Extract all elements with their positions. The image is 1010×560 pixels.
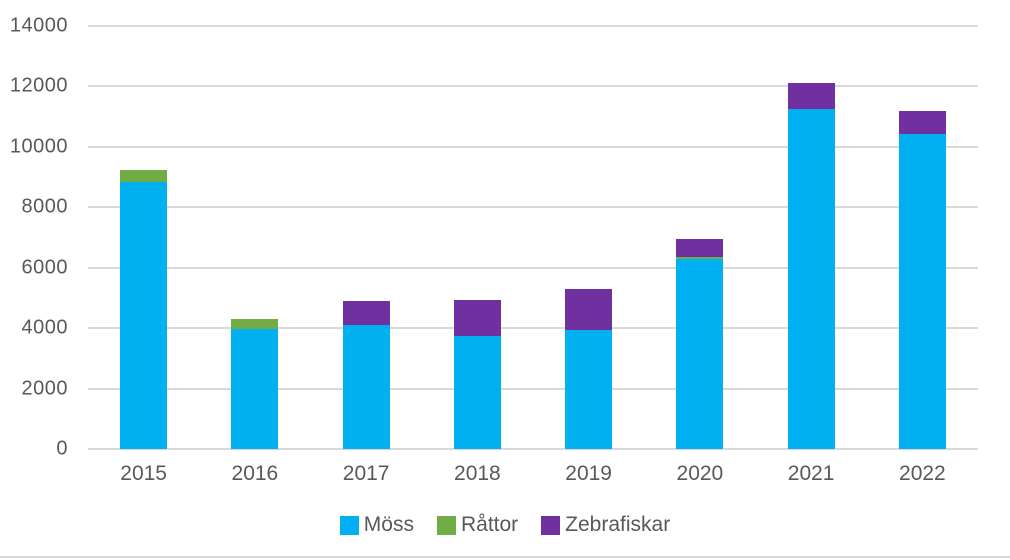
bar-segment-råttor-2016 — [231, 319, 279, 330]
gridline — [88, 387, 978, 390]
bar-segment-möss-2021 — [787, 109, 835, 449]
y-tick-label: 8000 — [21, 195, 68, 218]
rattor-series-swatch-icon — [436, 515, 456, 535]
gridline — [88, 206, 978, 209]
legend-item-zebrafiskar: Zebrafiskar — [541, 513, 670, 537]
legend-label-zebrafiskar: Zebrafiskar — [565, 513, 671, 536]
bar-segment-zebrafiskar-2018 — [453, 300, 501, 337]
bar-segment-möss-2018 — [453, 336, 501, 449]
x-axis-label-2017: 2017 — [342, 462, 390, 485]
bar-segment-råttor-2015 — [120, 169, 168, 182]
legend-item-rattor: Råttor — [436, 513, 519, 537]
bar-segment-zebrafiskar-2021 — [787, 83, 835, 110]
moss-series-swatch-icon — [339, 515, 359, 535]
x-axis-label-2019: 2019 — [565, 462, 612, 485]
y-tick-label: 10000 — [9, 135, 68, 158]
bar-segment-råttor-2020 — [676, 257, 724, 259]
gridline — [88, 266, 978, 269]
x-axis-label-2020: 2020 — [676, 462, 724, 485]
bar-segment-möss-2019 — [565, 329, 613, 449]
gridline — [88, 25, 978, 27]
x-axis-label-2015: 2015 — [120, 462, 167, 485]
x-axis-label-2018: 2018 — [454, 462, 501, 485]
x-axis-label-2016: 2016 — [231, 462, 279, 485]
x-axis-line — [88, 448, 978, 450]
screenshot-bottom-divider — [0, 556, 1010, 558]
gridline — [88, 145, 978, 148]
gridline — [88, 85, 978, 88]
bar-segment-möss-2017 — [342, 325, 390, 449]
x-axis-label-2021: 2021 — [787, 462, 835, 485]
legend-label-rattor: Råttor — [460, 513, 519, 536]
gridline — [88, 327, 978, 330]
legend-label-moss: Möss — [363, 513, 414, 536]
legend-item-moss: Möss — [339, 513, 414, 537]
bar-segment-zebrafiskar-2020 — [676, 239, 724, 258]
bar-segment-zebrafiskar-2017 — [342, 300, 390, 326]
y-tick-label: 12000 — [9, 74, 68, 97]
y-tick-label: 2000 — [21, 377, 68, 400]
bar-segment-zebrafiskar-2019 — [565, 288, 613, 330]
chart-legend: Möss Råttor Zebrafiskar — [0, 513, 1010, 537]
bar-segment-zebrafiskar-2022 — [898, 110, 946, 135]
y-tick-label: 4000 — [21, 316, 68, 339]
x-axis-label-2022: 2022 — [899, 462, 946, 485]
y-tick-label: 6000 — [21, 256, 68, 279]
bar-segment-möss-2015 — [120, 181, 168, 449]
bar-segment-möss-2016 — [231, 329, 279, 449]
y-tick-label: 0 — [56, 437, 68, 460]
bar-segment-möss-2022 — [898, 134, 946, 449]
zebrafiskar-series-swatch-icon — [541, 515, 561, 535]
bar-segment-möss-2020 — [676, 258, 724, 449]
y-tick-label: 14000 — [9, 14, 68, 37]
